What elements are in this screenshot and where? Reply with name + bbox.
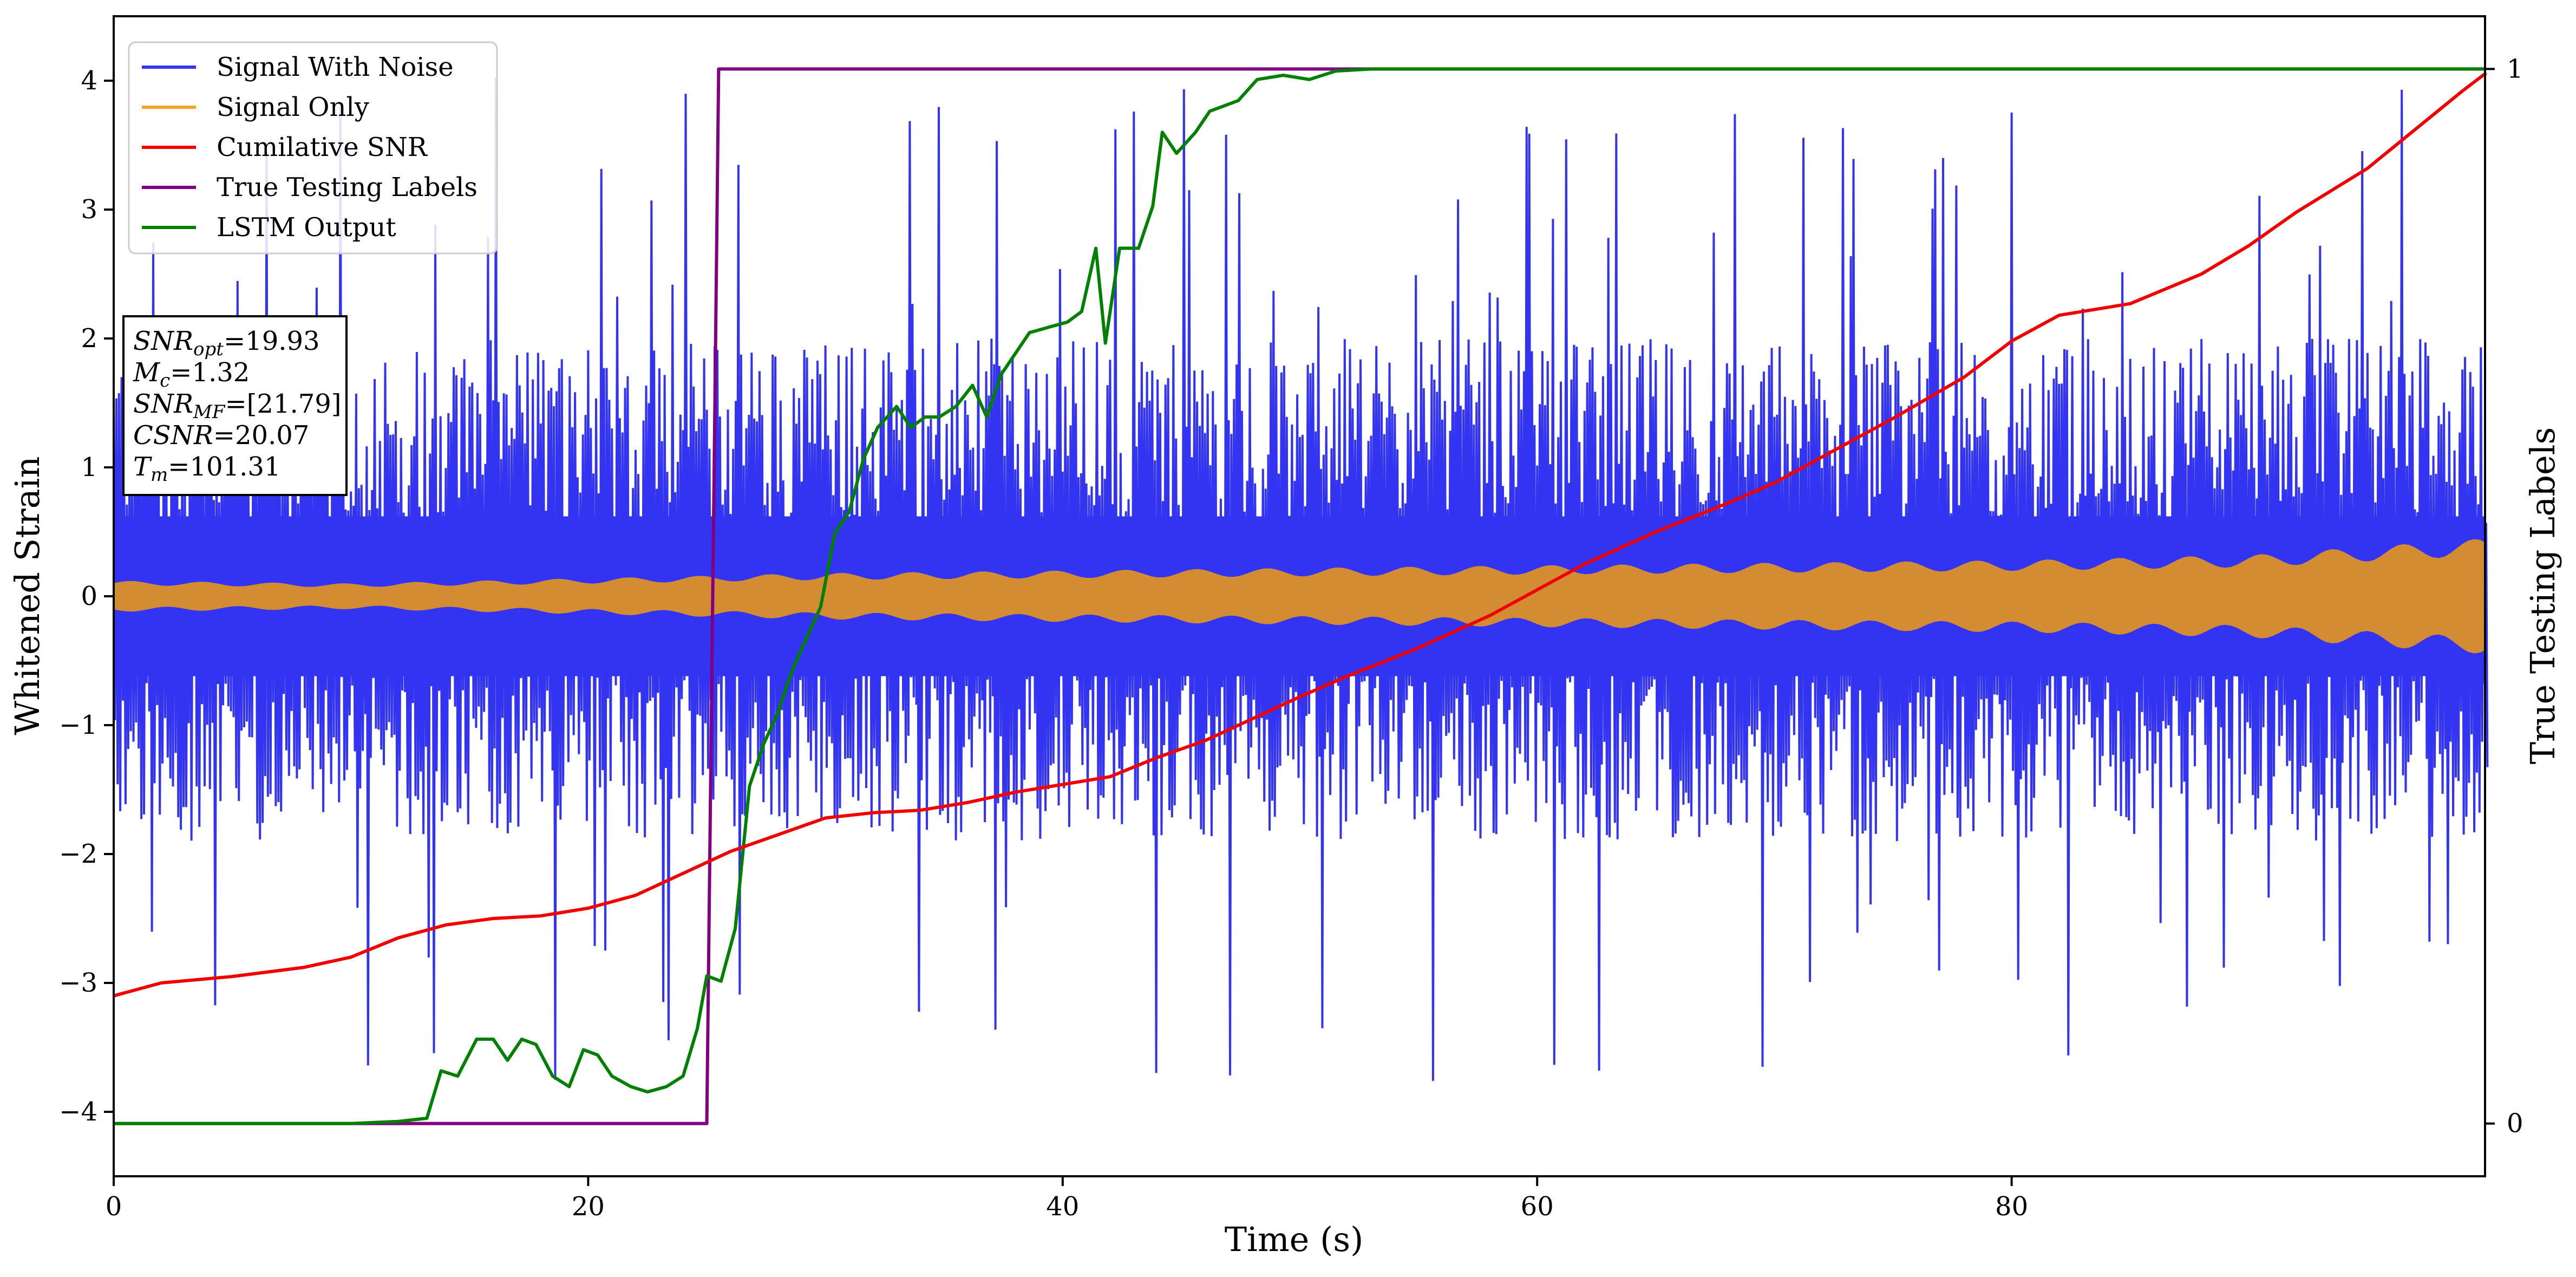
x-axis: 0 20 40 60 80: [106, 1176, 2028, 1222]
legend-label: Signal Only: [217, 92, 369, 122]
x-tick-label: 40: [1046, 1191, 1079, 1222]
series-bands: [113, 77, 2489, 1081]
x-tick-label: 60: [1521, 1191, 1554, 1222]
legend-box: [128, 41, 498, 255]
legend-label: Cumilative SNR: [217, 132, 428, 162]
legend-label: Signal With Noise: [217, 52, 454, 82]
legend: Signal With Noise Signal Only Cumilative S…: [128, 41, 498, 255]
y-tick-label: −3: [59, 968, 97, 998]
y-axis-label-right: True Testing Labels: [2523, 427, 2562, 765]
annotation-line: Mc=1.32: [133, 357, 250, 392]
parameter-annotation: SNRopt=19.93Mc=1.32SNRMF=[21.79]CSNR=20.…: [122, 315, 348, 496]
y-tick-label: 4: [81, 66, 97, 96]
legend-label: LSTM Output: [217, 212, 396, 243]
x-tick-label: 80: [1995, 1191, 2028, 1222]
annotation-line: SNRMF=[21.79]: [133, 389, 342, 423]
y-tick-label: 3: [81, 194, 97, 225]
x-tick-label: 20: [572, 1191, 605, 1222]
legend-label: True Testing Labels: [217, 172, 478, 203]
x-tick-label: 0: [106, 1191, 122, 1222]
annotation-box: [122, 315, 348, 496]
y-tick-label: 1: [81, 452, 97, 483]
annotation-line: CSNR=20.07: [133, 420, 309, 451]
y-axis-label-left: Whitened Strain: [8, 457, 47, 735]
series-signal-only: [114, 539, 2486, 654]
y-tick-label: 2: [81, 323, 97, 354]
y-tick-label: 0: [81, 581, 97, 611]
y-tick-label: −1: [59, 710, 97, 740]
x-axis-label: Time (s): [1225, 1220, 1364, 1259]
annotation-line: Tm=101.31: [133, 452, 280, 486]
y-tick-label: −4: [59, 1097, 97, 1127]
y-tick-label: −2: [59, 839, 97, 869]
y-axis-left: −4 −3 −2 −1 0 1 2 3 4: [59, 66, 114, 1127]
y-right-tick-label: 1: [2507, 54, 2523, 84]
series-lines: [113, 67, 2487, 1125]
series-cumulative-snr: [113, 71, 2487, 998]
y-axis-right: 01: [2485, 54, 2523, 1139]
y-right-tick-label: 0: [2507, 1109, 2523, 1139]
series-lstm-output: [114, 67, 2486, 1125]
annotation-line: SNRopt=19.93: [133, 326, 320, 360]
